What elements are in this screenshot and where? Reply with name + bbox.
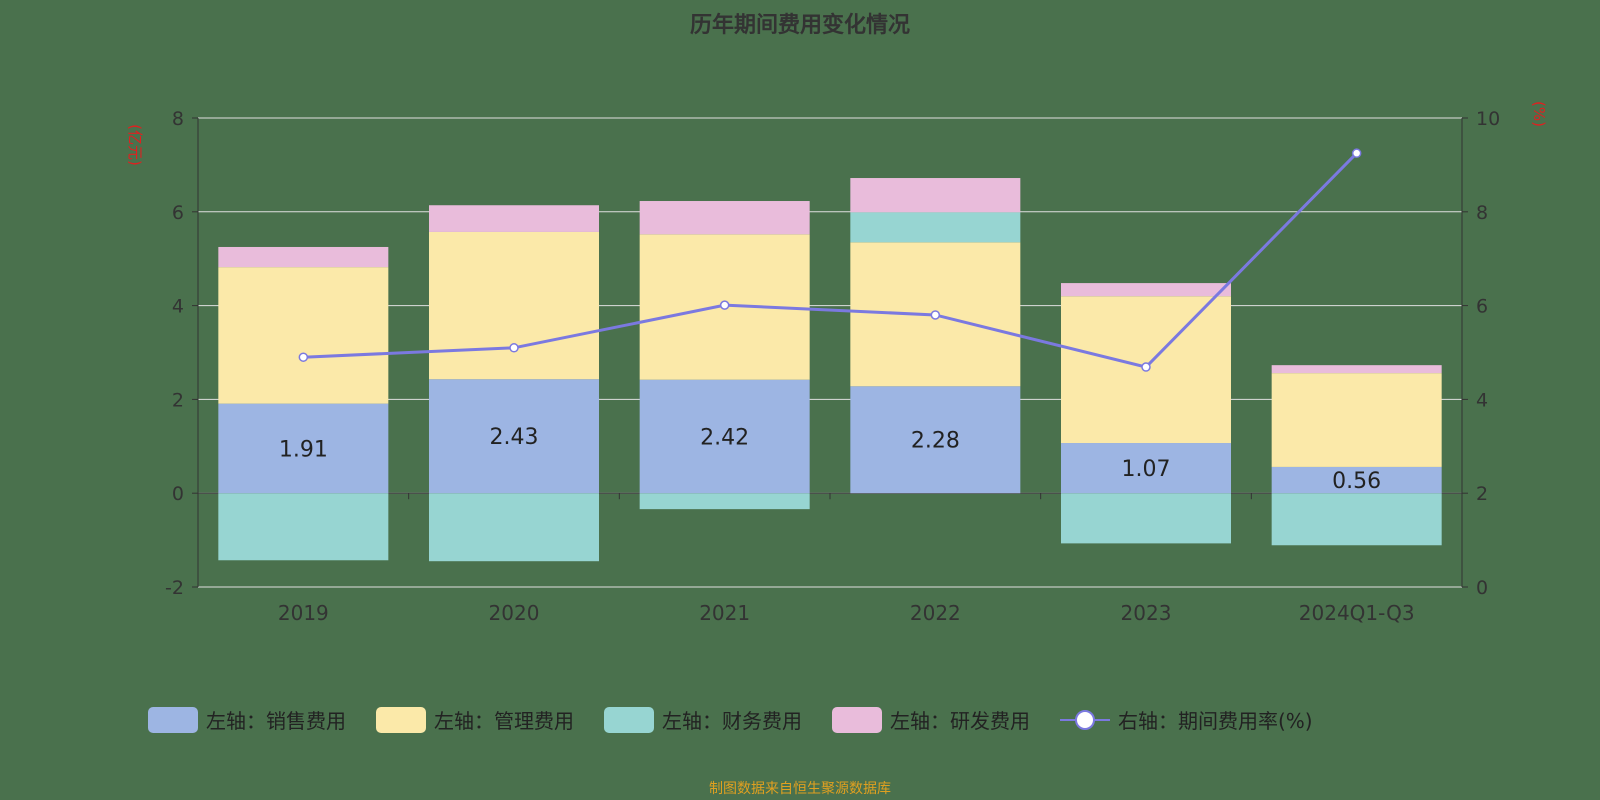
bar-segment bbox=[429, 493, 599, 562]
right-tick-label: 4 bbox=[1476, 389, 1488, 411]
bar-segment bbox=[1271, 373, 1442, 467]
legend-item[interactable]: 左轴：销售费用 bbox=[148, 707, 346, 733]
line-point bbox=[298, 352, 309, 362]
line-point bbox=[1351, 148, 1362, 158]
right-tick-label: 0 bbox=[1476, 577, 1488, 599]
x-tick-label: 2023 bbox=[1121, 601, 1172, 625]
legend-swatch-icon bbox=[376, 707, 426, 733]
x-tick-label: 2022 bbox=[910, 601, 961, 625]
legend-item[interactable]: 右轴：期间费用率(%) bbox=[1060, 709, 1313, 733]
x-tick-label: 2021 bbox=[699, 601, 750, 625]
legend-item[interactable]: 左轴：研发费用 bbox=[832, 707, 1030, 733]
bar-segment bbox=[218, 493, 389, 561]
left-tick-label: -2 bbox=[165, 577, 184, 599]
legend-label: 左轴：财务费用 bbox=[662, 709, 802, 733]
right-tick-label: 6 bbox=[1476, 296, 1488, 318]
bar-segment bbox=[1271, 493, 1442, 546]
x-tick-label: 2024Q1-Q3 bbox=[1299, 601, 1415, 625]
right-tick-label: 2 bbox=[1476, 483, 1488, 505]
left-tick-label: 0 bbox=[172, 483, 184, 505]
legend-label: 左轴：研发费用 bbox=[890, 709, 1030, 733]
bar-segment bbox=[429, 379, 599, 494]
line-point bbox=[719, 300, 730, 310]
bar-segment bbox=[218, 403, 389, 494]
legend-swatch-icon bbox=[832, 707, 882, 733]
left-axis-label: (亿元) bbox=[126, 124, 144, 166]
legend-marker-icon bbox=[1075, 710, 1095, 730]
left-tick-label: 6 bbox=[172, 202, 184, 224]
bar-segment bbox=[850, 212, 1021, 243]
x-tick-label: 2020 bbox=[489, 601, 540, 625]
bar-segment bbox=[1061, 443, 1231, 494]
data-label: 1.07 bbox=[1122, 457, 1171, 482]
data-label: 1.91 bbox=[279, 437, 328, 462]
bar-segment bbox=[1061, 283, 1231, 297]
legend-item[interactable]: 左轴：财务费用 bbox=[604, 707, 802, 733]
data-label: 2.42 bbox=[700, 425, 749, 450]
right-tick-label: 10 bbox=[1476, 108, 1500, 130]
bar-segment bbox=[429, 231, 599, 380]
bar-segment bbox=[850, 386, 1021, 494]
data-label: 0.56 bbox=[1332, 469, 1381, 494]
data-label: 2.43 bbox=[490, 425, 539, 450]
bar-segment bbox=[1271, 365, 1442, 374]
line-point bbox=[930, 310, 941, 320]
legend-item[interactable]: 左轴：管理费用 bbox=[376, 707, 574, 733]
bar-segment bbox=[850, 178, 1021, 213]
left-tick-label: 2 bbox=[172, 389, 184, 411]
line-point bbox=[509, 343, 519, 353]
chart-title: 历年期间费用变化情况 bbox=[690, 12, 910, 38]
bar-segment bbox=[218, 246, 389, 268]
x-tick-label: 2019 bbox=[278, 601, 329, 625]
right-tick-label: 8 bbox=[1476, 202, 1488, 224]
bar-segment bbox=[218, 267, 389, 404]
right-axis-label: (%) bbox=[1530, 101, 1548, 127]
line-point bbox=[1141, 362, 1151, 372]
bar-segment bbox=[1061, 493, 1231, 544]
bar-segment bbox=[1271, 466, 1442, 494]
bar-segment bbox=[639, 201, 810, 235]
data-label: 2.28 bbox=[911, 429, 960, 454]
left-tick-label: 4 bbox=[172, 296, 184, 318]
line-series bbox=[303, 152, 1358, 369]
legend-label: 右轴：期间费用率(%) bbox=[1118, 709, 1313, 733]
bar-segment bbox=[639, 379, 810, 494]
legend-swatch-icon bbox=[148, 707, 198, 733]
bar-segment bbox=[429, 205, 599, 232]
legend-label: 左轴：管理费用 bbox=[434, 709, 574, 733]
source-note: 制图数据来自恒生聚源数据库 bbox=[709, 781, 891, 797]
legend-label: 左轴：销售费用 bbox=[206, 709, 346, 733]
left-tick-label: 8 bbox=[172, 108, 184, 130]
bar-segment bbox=[639, 493, 810, 510]
legend-swatch-icon bbox=[604, 707, 654, 733]
